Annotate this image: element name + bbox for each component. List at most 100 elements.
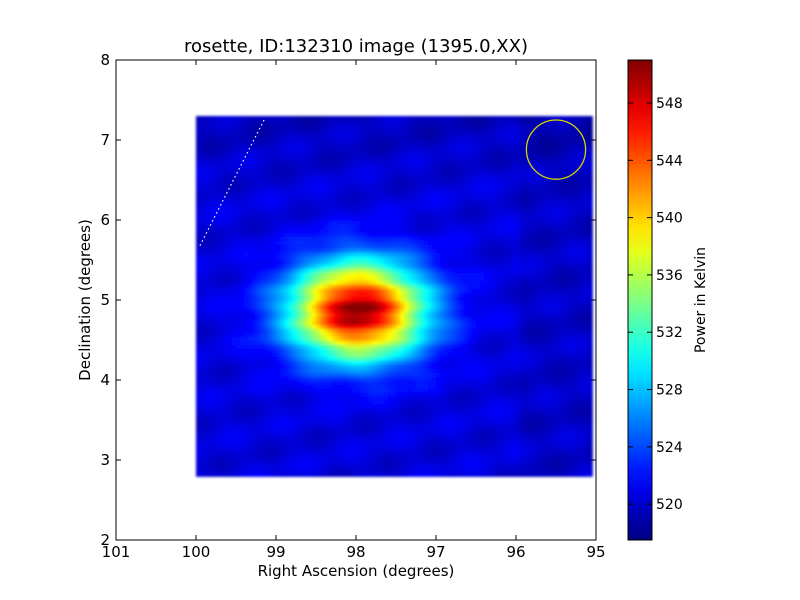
heatmap-cell <box>360 148 365 153</box>
heatmap-cell <box>260 256 265 261</box>
heatmap-cell <box>248 120 253 125</box>
heatmap-cell <box>320 176 325 181</box>
heatmap-cell <box>332 160 337 165</box>
heatmap-cell <box>376 316 381 321</box>
heatmap-cell <box>200 184 205 189</box>
heatmap-cell <box>212 292 217 297</box>
heatmap-cell <box>200 444 205 449</box>
heatmap-cell <box>248 240 253 245</box>
heatmap-cell <box>400 472 405 477</box>
heatmap-cell <box>292 444 297 449</box>
heatmap-cell <box>296 348 301 353</box>
heatmap-cell <box>292 136 297 141</box>
heatmap-cell <box>404 360 409 365</box>
heatmap-cell <box>340 116 345 121</box>
heatmap-cell <box>264 192 269 197</box>
heatmap-cell <box>312 188 317 193</box>
heatmap-cell <box>344 460 349 465</box>
heatmap-cell <box>284 276 289 281</box>
heatmap-cell <box>380 268 385 273</box>
heatmap-cell <box>364 260 369 265</box>
heatmap-cell <box>296 396 301 401</box>
heatmap-cell <box>308 216 313 221</box>
heatmap-cell <box>240 272 245 277</box>
heatmap-cell <box>360 152 365 157</box>
heatmap-cell <box>260 352 265 357</box>
heatmap-cell <box>236 172 241 177</box>
heatmap-cell <box>288 292 293 297</box>
heatmap-cell <box>248 172 253 177</box>
heatmap-cell <box>364 224 369 229</box>
heatmap-cell <box>256 176 261 181</box>
heatmap-cell <box>400 200 405 205</box>
heatmap-cell <box>224 372 229 377</box>
heatmap-cell <box>220 260 225 265</box>
heatmap-cell <box>352 464 357 469</box>
heatmap-cell <box>256 172 261 177</box>
heatmap-cell <box>236 260 241 265</box>
heatmap-cell <box>340 212 345 217</box>
heatmap-cell <box>200 136 205 141</box>
heatmap-cell <box>316 336 321 341</box>
heatmap-cell <box>208 240 213 245</box>
heatmap-cell <box>372 160 377 165</box>
heatmap-cell <box>236 272 241 277</box>
heatmap-cell <box>244 164 249 169</box>
heatmap-cell <box>396 256 401 261</box>
heatmap-cell <box>412 196 417 201</box>
heatmap-cell <box>280 452 285 457</box>
heatmap-cell <box>324 316 329 321</box>
heatmap-cell <box>280 316 285 321</box>
heatmap-cell <box>348 244 353 249</box>
heatmap-cell <box>400 220 405 225</box>
heatmap-cell <box>312 324 317 329</box>
heatmap-cell <box>404 236 409 241</box>
heatmap-cell <box>368 152 373 157</box>
heatmap-cell <box>216 124 221 129</box>
heatmap-cell <box>352 240 357 245</box>
heatmap-cell <box>332 176 337 181</box>
heatmap-cell <box>404 320 409 325</box>
heatmap-cell <box>388 408 393 413</box>
heatmap-cell <box>336 416 341 421</box>
heatmap-cell <box>232 284 237 289</box>
heatmap-cell <box>384 376 389 381</box>
heatmap-cell <box>212 312 217 317</box>
heatmap-cell <box>304 316 309 321</box>
heatmap-cell <box>276 132 281 137</box>
heatmap-cell <box>256 204 261 209</box>
heatmap-cell <box>380 356 385 361</box>
heatmap-cell <box>368 276 373 281</box>
heatmap-cell <box>196 352 201 357</box>
heatmap-cell <box>228 188 233 193</box>
heatmap-cell <box>344 240 349 245</box>
heatmap-cell <box>296 328 301 333</box>
heatmap-cell <box>300 308 305 313</box>
heatmap-cell <box>352 436 357 441</box>
heatmap-cell <box>408 376 413 381</box>
heatmap-cell <box>312 396 317 401</box>
heatmap-cell <box>276 288 281 293</box>
heatmap-cell <box>380 396 385 401</box>
heatmap-cell <box>352 276 357 281</box>
heatmap-cell <box>232 356 237 361</box>
heatmap-cell <box>236 164 241 169</box>
heatmap-cell <box>384 204 389 209</box>
heatmap-cell <box>376 280 381 285</box>
heatmap-cell <box>220 160 225 165</box>
heatmap-cell <box>296 248 301 253</box>
heatmap-cell <box>292 144 297 149</box>
heatmap-cell <box>232 448 237 453</box>
heatmap-cell <box>316 452 321 457</box>
heatmap-cell <box>276 148 281 153</box>
heatmap-cell <box>396 120 401 125</box>
heatmap-cell <box>312 292 317 297</box>
heatmap-cell <box>404 284 409 289</box>
heatmap-cell <box>224 456 229 461</box>
heatmap-cell <box>304 380 309 385</box>
heatmap-cell <box>320 208 325 213</box>
heatmap-cell <box>336 408 341 413</box>
heatmap-cell <box>196 144 201 149</box>
heatmap-cell <box>372 340 377 345</box>
heatmap-cell <box>316 332 321 337</box>
